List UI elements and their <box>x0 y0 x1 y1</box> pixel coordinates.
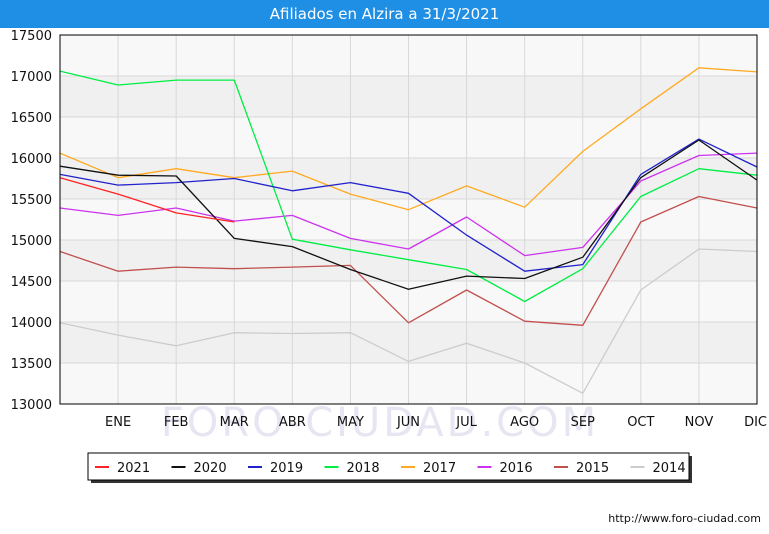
x-tick-label: JUN <box>396 415 420 430</box>
series-line-2015 <box>59 195 758 326</box>
watermark: FORO-CIUDAD.COM <box>161 400 599 446</box>
x-tick-label: OCT <box>627 415 654 430</box>
y-tick-label: 16000 <box>11 152 52 167</box>
y-tick-label: 14500 <box>11 275 52 290</box>
y-tick-label: 15500 <box>11 193 52 208</box>
legend-box <box>87 452 690 481</box>
legend: 2021 2020 2019 2018 2017 2016 2015 2014 <box>87 452 692 483</box>
y-tick-label: 13500 <box>11 357 52 372</box>
x-tick-label: JUL <box>455 415 477 430</box>
legend-label-2014: 2014 <box>653 461 686 476</box>
x-tick-label: AGO <box>510 415 539 430</box>
y-tick-label: 14000 <box>11 316 52 331</box>
series-line-2019 <box>59 138 758 272</box>
x-tick-label: FEB <box>164 415 189 430</box>
y-tick-label: 16500 <box>11 111 52 126</box>
series-lines <box>59 67 758 394</box>
y-tick-label: 17500 <box>11 29 52 44</box>
x-axis-ticks: ENE FEB MAR ABR MAY JUN JUL AGO SEP OCT NOV DIC <box>105 415 767 430</box>
series-line-2018 <box>59 70 758 303</box>
series-line-2014 <box>59 248 758 394</box>
series-line-2020 <box>59 139 758 290</box>
x-tick-label: ABR <box>279 415 306 430</box>
y-tick-label: 15000 <box>11 234 52 249</box>
y-tick-label: 17000 <box>11 70 52 85</box>
series-line-2021 <box>59 177 235 223</box>
legend-label-2015: 2015 <box>576 461 609 476</box>
x-tick-label: MAY <box>337 415 364 430</box>
x-tick-label: SEP <box>571 415 595 430</box>
plot-frame <box>59 34 758 405</box>
y-axis-ticks: 13000 13500 14000 14500 15000 15500 16000 16500… <box>11 29 52 413</box>
x-tick-label: NOV <box>685 415 714 430</box>
legend-label-2016: 2016 <box>500 461 533 476</box>
x-tick-label: DIC <box>744 415 767 430</box>
legend-label-2018: 2018 <box>347 461 380 476</box>
series-line-2017 <box>59 67 758 211</box>
legend-label-2019: 2019 <box>270 461 303 476</box>
legend-label-2020: 2020 <box>194 461 227 476</box>
series-line-2016 <box>59 152 758 257</box>
y-tick-label: 13000 <box>11 398 52 413</box>
x-tick-label: MAR <box>220 415 249 430</box>
legend-label-2017: 2017 <box>423 461 456 476</box>
legend-label-2021: 2021 <box>117 461 150 476</box>
chart-title: Afiliados en Alzira a 31/3/2021 <box>0 0 769 28</box>
x-tick-label: ENE <box>105 415 131 430</box>
footer-url: http://www.foro-ciudad.com <box>608 512 761 525</box>
